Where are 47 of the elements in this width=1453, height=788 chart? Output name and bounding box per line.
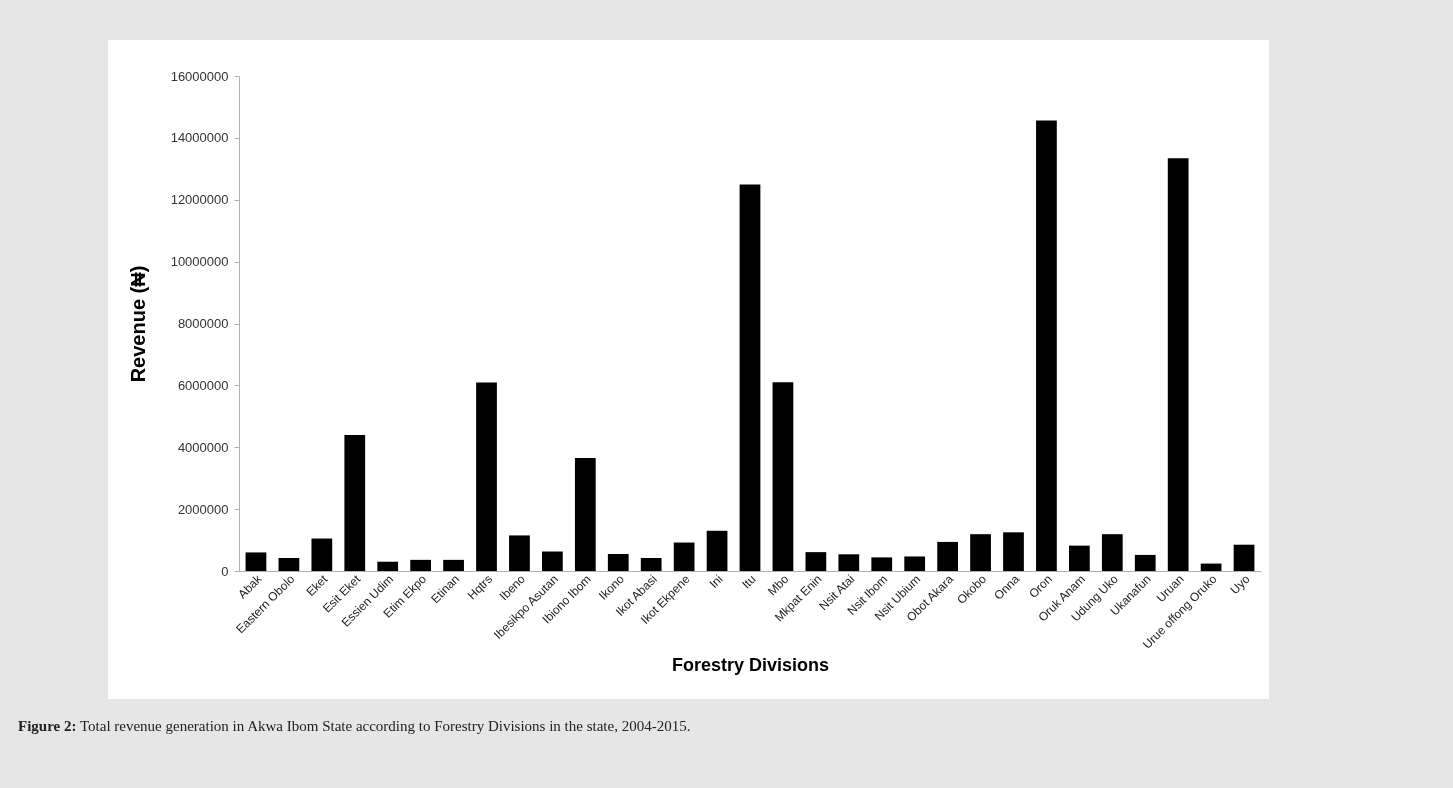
y-tick-label: 10000000 [170, 254, 229, 270]
bar [838, 554, 860, 571]
y-tick-label: 16000000 [170, 68, 229, 84]
bar [509, 535, 530, 571]
bar [344, 434, 366, 571]
y-tick-label: 12000000 [170, 192, 229, 208]
bar [871, 557, 893, 571]
x-tick-label: Mbo [765, 571, 792, 599]
bar [1036, 120, 1057, 571]
y-tick-label: 4000000 [177, 439, 229, 455]
y-tick-label: 2000000 [177, 501, 229, 517]
y-tick-label: 8000000 [177, 316, 229, 331]
bar [1003, 532, 1024, 571]
bar [476, 382, 497, 571]
bar [772, 382, 794, 571]
bar [542, 551, 563, 571]
bar [1101, 534, 1123, 571]
bar [410, 559, 432, 571]
x-tick-label: Ini [706, 572, 726, 591]
bar [443, 559, 464, 571]
bar [640, 558, 662, 571]
y-tick-label: 0 [221, 563, 229, 579]
bar [1200, 563, 1222, 571]
bar [673, 542, 695, 571]
text: Figure 2: Total revenue generation in Akwa Ibom State according to Forestry Divisions in the state, 2004-2015. [18, 718, 691, 735]
bar [607, 553, 629, 571]
bar [377, 561, 399, 571]
bar [1068, 545, 1090, 571]
bar [706, 530, 728, 571]
y-tick-label: 14000000 [170, 130, 229, 146]
bar [937, 541, 958, 571]
bar [311, 538, 333, 571]
bar [1134, 554, 1156, 571]
x-tick-label: Uyo [1227, 571, 1253, 598]
bar [1167, 158, 1189, 571]
bar [1233, 544, 1255, 571]
bar [574, 458, 596, 571]
x-tick-label: Itu [739, 572, 759, 592]
y-axis-title: Revenue (₦) [126, 265, 149, 383]
y-tick-label: 6000000 [177, 377, 229, 393]
x-axis-title: Forestry Divisions [671, 654, 830, 675]
bar [739, 184, 761, 571]
bar [278, 558, 300, 571]
bar [970, 534, 991, 571]
bar [245, 552, 267, 571]
bar [805, 552, 827, 571]
bar [904, 556, 926, 571]
